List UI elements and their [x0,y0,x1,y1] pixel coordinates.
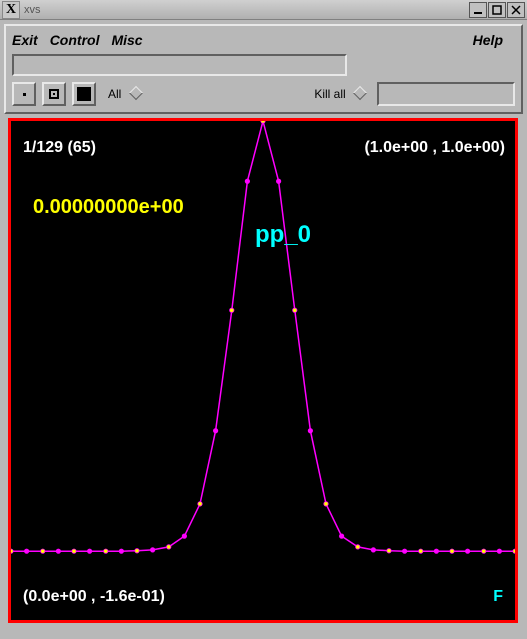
point-mode-button[interactable] [12,82,36,106]
minimize-button[interactable] [469,2,487,18]
bottom-left-label: (0.0e+00 , -1.6e-01) [23,588,165,606]
toolbar-frame: Exit Control Misc Help All Kill all [4,24,523,114]
series-title-label: pp_0 [255,221,311,249]
dot-icon [23,93,26,96]
step-label: 1/129 (65) [23,139,96,157]
all-dropdown[interactable]: All [108,87,141,101]
value-label: 0.00000000e+00 [33,196,184,219]
close-button[interactable] [507,2,525,18]
killall-dropdown[interactable]: Kill all [314,87,365,101]
menu-bar: Exit Control Misc Help [12,30,515,54]
app-icon: X [2,1,20,19]
diamond-icon [129,86,143,100]
menu-help[interactable]: Help [473,32,503,48]
top-right-label: (1.0e+00 , 1.0e+00) [364,139,505,157]
box-mode-button[interactable] [42,82,66,106]
all-label: All [108,87,121,101]
square-solid-icon [77,87,91,101]
window-title: xvs [24,4,468,16]
square-outline-icon [49,89,59,99]
bottom-right-label: F [493,588,503,606]
killall-label: Kill all [314,87,345,101]
menu-control[interactable]: Control [50,32,100,48]
status-field[interactable] [377,82,515,106]
plot-area[interactable]: 1/129 (65) (1.0e+00 , 1.0e+00) 0.0000000… [8,118,518,623]
command-input[interactable] [12,54,347,76]
menu-misc[interactable]: Misc [111,32,142,48]
menu-exit[interactable]: Exit [12,32,38,48]
fill-mode-button[interactable] [72,82,96,106]
title-bar: X xvs [0,0,527,20]
maximize-button[interactable] [488,2,506,18]
diamond-icon [353,86,367,100]
